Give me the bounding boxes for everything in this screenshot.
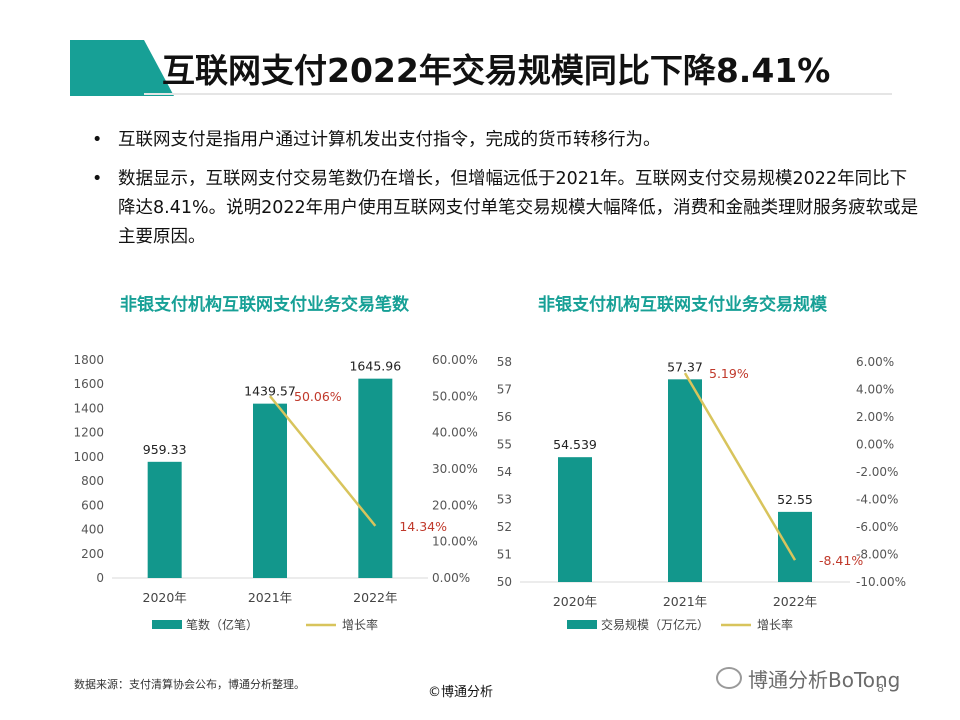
- growth-rate-label: 14.34%: [399, 519, 447, 534]
- y-right-tick-label: -4.00%: [856, 493, 898, 507]
- chart-title-volume: 非银支付机构互联网支付业务交易规模: [538, 295, 827, 315]
- chart-volume: 50 51 52 53 54 55 56 57 58 -10.00% -8.00% -6.00% -4.…: [497, 355, 906, 632]
- legend-label-line: 增长率: [757, 617, 793, 632]
- y-left-tick-label: 0: [96, 571, 104, 585]
- bar-value-label: 959.33: [143, 442, 187, 457]
- data-source-note: 数据来源：支付清算协会公布，博通分析整理。: [74, 678, 305, 691]
- y-left-tick-label: 56: [497, 410, 512, 424]
- bar-value-label: 57.37: [667, 359, 703, 374]
- chart-transactions: 0 200 400 600 800 1000 1200 1400 1600 1800 0.00% 10…: [73, 353, 478, 632]
- y-left-tick-label: 52: [497, 520, 512, 534]
- bullet-item: 数据显示，互联网支付交易笔数仍在增长，但增幅远低于2021年。互联网支付交易规模…: [90, 165, 920, 252]
- y-right-tick-label: 6.00%: [856, 355, 894, 369]
- bullet-list: 互联网支付是指用户通过计算机发出支付指令，完成的货币转移行为。 数据显示，互联网…: [90, 126, 920, 262]
- copyright-text: ©博通分析: [428, 685, 494, 700]
- growth-rate-label: 50.06%: [294, 389, 342, 404]
- x-tick-label: 2020年: [553, 594, 597, 609]
- y-right-tick-label: -8.00%: [856, 548, 898, 562]
- y-left-tick-label: 58: [497, 355, 512, 369]
- x-tick-label: 2020年: [143, 590, 187, 605]
- y-right-tick-label: 40.00%: [432, 426, 478, 440]
- bar: [778, 511, 812, 582]
- bar: [558, 457, 592, 582]
- y-right-tick-label: -2.00%: [856, 465, 898, 479]
- bullet-item: 互联网支付是指用户通过计算机发出支付指令，完成的货币转移行为。: [90, 126, 920, 155]
- y-left-tick-label: 1400: [73, 401, 104, 415]
- y-left-tick-label: 800: [81, 474, 104, 488]
- y-right-tick-label: 4.00%: [856, 383, 894, 397]
- y-left-tick-label: 53: [497, 493, 512, 507]
- legend-label-bar: 笔数（亿笔）: [186, 617, 258, 632]
- bar: [668, 379, 702, 582]
- y-right-tick-label: 50.00%: [432, 389, 478, 403]
- y-right-tick-label: -6.00%: [856, 520, 898, 534]
- y-right-tick-label: 60.00%: [432, 353, 478, 367]
- x-tick-label: 2022年: [353, 590, 397, 605]
- wechat-icon: [716, 667, 742, 689]
- y-left-tick-label: 50: [497, 575, 512, 589]
- brand-watermark: 博通分析BoTong: [716, 664, 900, 693]
- y-left-tick-label: 57: [497, 383, 512, 397]
- bar-value-label: 1439.57: [244, 384, 296, 399]
- y-left-tick-label: 400: [81, 523, 104, 537]
- growth-rate-line: [269, 395, 377, 527]
- legend-swatch-bar: [152, 620, 182, 629]
- chart-title-transactions: 非银支付机构互联网支付业务交易笔数: [120, 295, 409, 315]
- title-accent-shape: [70, 40, 174, 96]
- y-left-tick-label: 54: [497, 465, 512, 479]
- y-right-tick-label: 30.00%: [432, 462, 478, 476]
- bar-value-label: 1645.96: [349, 359, 401, 374]
- x-tick-label: 2021年: [663, 594, 707, 609]
- growth-rate-label: 5.19%: [709, 366, 749, 381]
- y-right-tick-label: 10.00%: [432, 535, 478, 549]
- x-tick-label: 2022年: [773, 594, 817, 609]
- y-left-tick-label: 1200: [73, 426, 104, 440]
- y-left-tick-label: 600: [81, 498, 104, 512]
- legend-swatch-bar: [567, 620, 597, 629]
- y-left-tick-label: 200: [81, 547, 104, 561]
- y-right-tick-label: 2.00%: [856, 410, 894, 424]
- y-left-tick-label: 1600: [73, 377, 104, 391]
- y-left-tick-label: 1000: [73, 450, 104, 464]
- page-title: 互联网支付2022年交易规模同比下降8.41%: [162, 51, 831, 90]
- title-banner: [70, 40, 892, 96]
- bar: [358, 378, 393, 578]
- bar: [253, 403, 287, 578]
- page-number: 8: [877, 682, 884, 695]
- legend-label-bar: 交易规模（万亿元）: [601, 617, 709, 632]
- legend-label-line: 增长率: [342, 617, 378, 632]
- growth-rate-line: [683, 372, 797, 561]
- y-right-tick-label: 0.00%: [432, 571, 470, 585]
- bar: [147, 461, 182, 578]
- bar-value-label: 52.55: [777, 492, 813, 507]
- growth-rate-label: -8.41%: [819, 553, 863, 568]
- brand-name: 博通分析BoTong: [748, 668, 901, 692]
- bar-value-label: 54.539: [553, 437, 597, 452]
- y-right-tick-label: 20.00%: [432, 498, 478, 512]
- y-left-tick-label: 1800: [73, 353, 104, 367]
- y-left-tick-label: 51: [497, 548, 512, 562]
- y-right-tick-label: -10.00%: [856, 575, 906, 589]
- y-right-tick-label: 0.00%: [856, 438, 894, 452]
- y-left-tick-label: 55: [497, 438, 512, 452]
- x-tick-label: 2021年: [248, 590, 292, 605]
